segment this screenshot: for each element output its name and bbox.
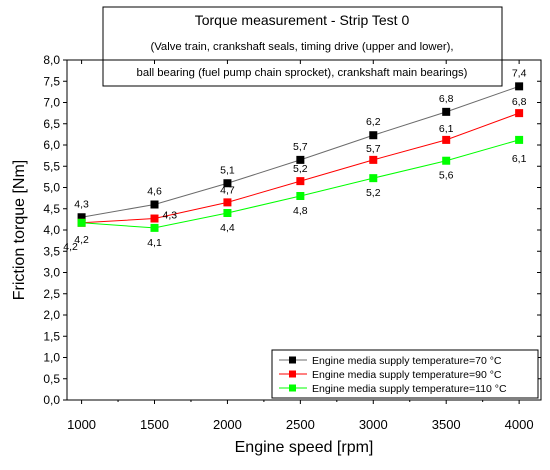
- y-tick-label: 5,5: [43, 159, 60, 173]
- title-box: [102, 6, 503, 87]
- data-label: 6,1: [439, 123, 454, 135]
- data-label: 4,7: [220, 184, 235, 196]
- data-label: 4,1: [147, 237, 162, 249]
- series-marker: [442, 107, 451, 116]
- data-label: 4,8: [293, 205, 308, 217]
- series-marker: [515, 135, 524, 144]
- legend-marker: [289, 370, 296, 378]
- legend-marker: [289, 384, 296, 392]
- y-tick-label: 0,0: [43, 393, 60, 407]
- y-tick-label: 0,5: [43, 372, 60, 386]
- y-tick-label: 4,5: [43, 202, 60, 216]
- x-tick-label: 2500: [286, 417, 315, 432]
- data-label: 7,4: [512, 67, 527, 79]
- data-label: 6,8: [512, 96, 527, 108]
- chart-subtitle-line-2: ball bearing (fuel pump chain sprocket),…: [137, 67, 468, 79]
- y-tick-label: 2,0: [43, 308, 60, 322]
- x-tick-label: 1000: [67, 417, 96, 432]
- data-labels-layer: 4,34,65,15,76,26,87,44,24,34,75,25,76,16…: [63, 67, 526, 252]
- x-tick-label: 3500: [432, 417, 461, 432]
- series-marker: [223, 209, 232, 217]
- data-label: 5,7: [293, 141, 308, 153]
- y-tick-label: 1,0: [43, 351, 60, 365]
- x-axis-label: Engine speed [rpm]: [235, 439, 374, 456]
- series-marker: [515, 82, 524, 91]
- data-label: 5,6: [439, 170, 454, 182]
- y-tick-label: 3,0: [43, 266, 60, 280]
- data-label: 4,2: [63, 241, 78, 253]
- x-tick-label: 3000: [359, 417, 388, 432]
- data-label: 5,2: [366, 187, 381, 199]
- data-label: 6,1: [512, 153, 527, 165]
- series-marker: [296, 177, 305, 186]
- series-marker: [369, 155, 378, 164]
- series-marker: [369, 131, 378, 140]
- series-marker: [442, 135, 451, 144]
- legend-entry-label: Engine media supply temperature=90 °C: [312, 369, 502, 381]
- data-label: 6,8: [439, 93, 454, 105]
- series-layer: [77, 82, 524, 232]
- series-marker: [150, 214, 159, 223]
- series-marker: [442, 156, 451, 165]
- chart-title: Torque measurement - Strip Test 0: [195, 12, 410, 28]
- data-label: 6,2: [366, 116, 381, 128]
- data-label: 4,3: [163, 210, 178, 222]
- y-tick-label: 4,0: [43, 223, 60, 237]
- y-tick-label: 3,5: [43, 244, 60, 258]
- data-label: 5,1: [220, 164, 235, 176]
- y-tick-label: 7,5: [43, 74, 60, 88]
- y-tick-label: 5,0: [43, 181, 60, 195]
- series-marker: [150, 200, 159, 209]
- data-label: 5,2: [293, 163, 308, 175]
- y-tick-label: 6,5: [43, 117, 60, 131]
- series-marker: [77, 213, 86, 222]
- data-label: 4,6: [147, 186, 162, 198]
- legend-marker: [289, 356, 296, 364]
- data-label: 4,4: [220, 222, 235, 234]
- series-marker: [150, 223, 159, 232]
- y-tick-label: 1,5: [43, 329, 60, 343]
- series-marker: [515, 109, 524, 118]
- y-tick-label: 7,0: [43, 96, 60, 110]
- data-label: 4,2: [74, 234, 89, 246]
- y-axis-label: Friction torque [Nm]: [11, 160, 28, 300]
- data-label: 4,3: [74, 198, 89, 210]
- series-marker: [77, 218, 86, 227]
- legend-entry-label: Engine media supply temperature=70 °C: [312, 355, 502, 367]
- series-marker: [369, 174, 378, 183]
- series-marker: [296, 192, 305, 200]
- legend-entry-label: Engine media supply temperature=110 °C: [312, 383, 507, 395]
- legend-box: [271, 349, 539, 399]
- axes-layer: 0,0 0,5 1,0 1,5 2,0 2,5 3,0 3,5 4,0 4,5 5,0 5,5 6,0 6…: [43, 53, 541, 432]
- series-marker: [223, 179, 232, 188]
- x-tick-label: 2000: [213, 417, 242, 432]
- y-tick-label: 8,0: [43, 53, 60, 67]
- x-tick-label: 4000: [505, 417, 534, 432]
- data-label: 5,7: [366, 143, 381, 155]
- legend: Engine media supply temperature=70 °C Eng…: [279, 355, 507, 395]
- y-tick-label: 6,0: [43, 138, 60, 152]
- y-tick-label: 2,5: [43, 287, 60, 301]
- x-tick-label: 1500: [140, 417, 169, 432]
- series-marker: [296, 155, 305, 164]
- chart-subtitle-line-1: (Valve train, crankshaft seals, timing d…: [150, 41, 453, 53]
- series-marker: [223, 198, 232, 207]
